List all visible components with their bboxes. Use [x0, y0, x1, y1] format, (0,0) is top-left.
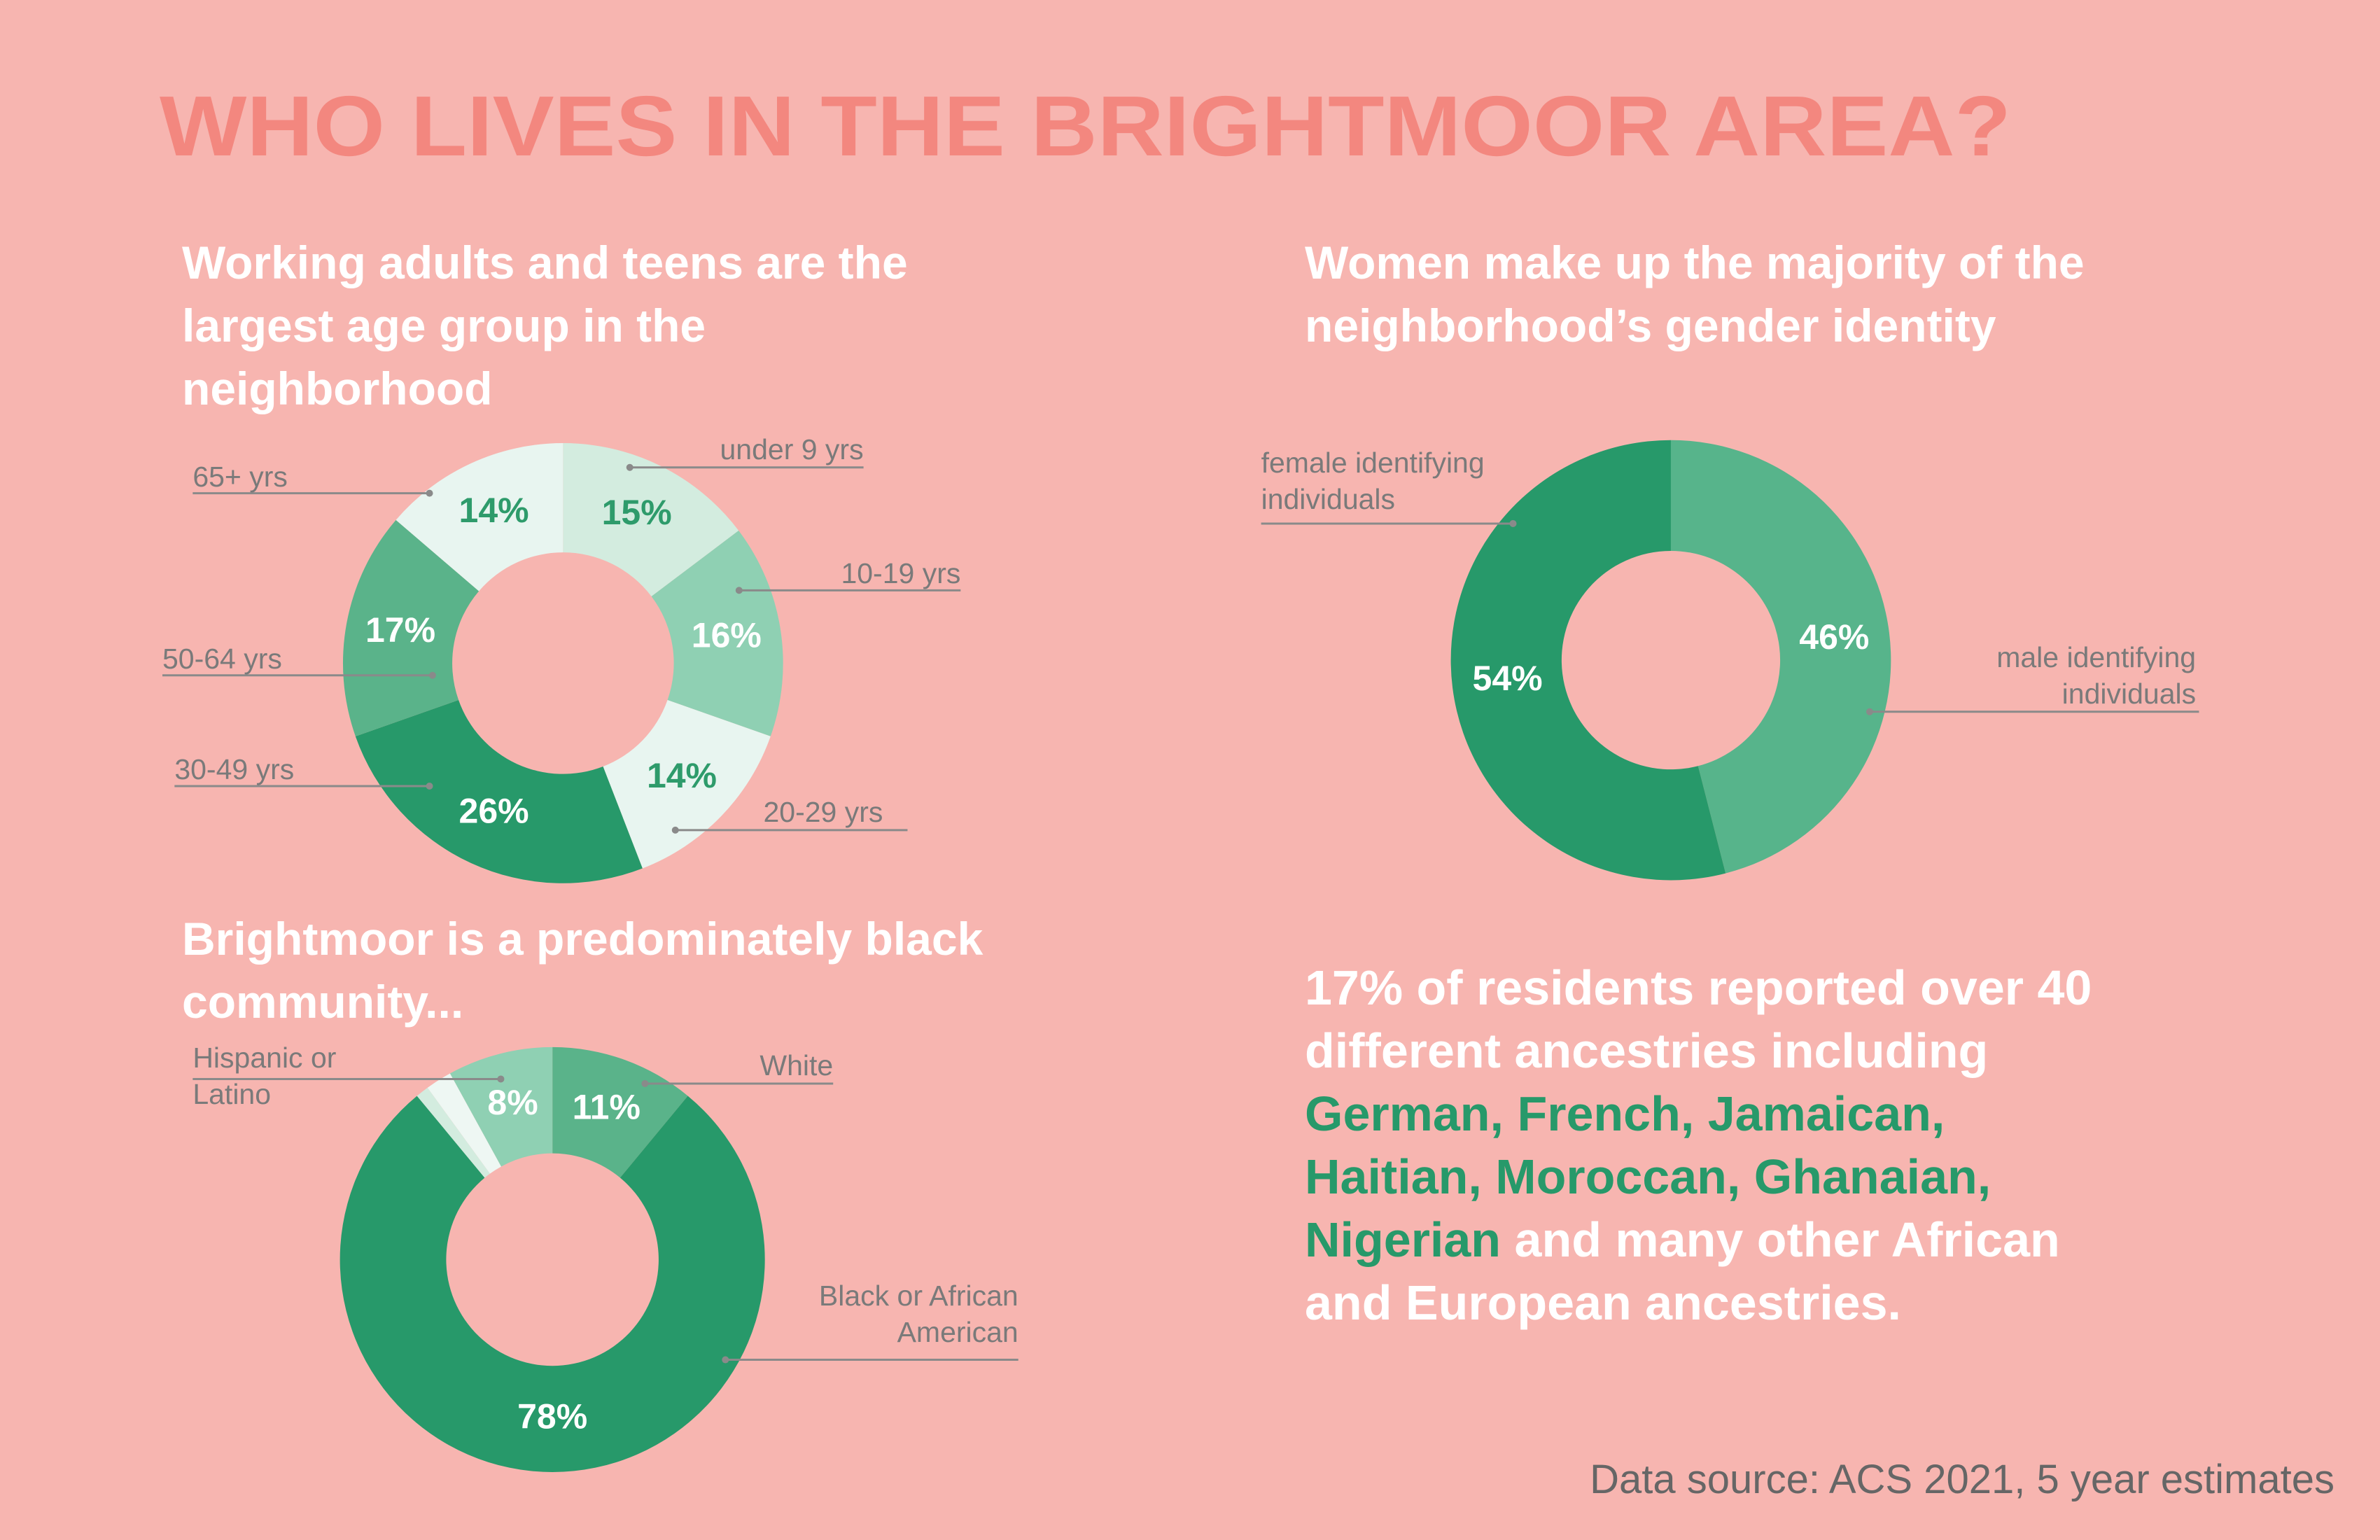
category-label: Hispanic or Latino: [192, 1042, 337, 1111]
leader-dot: [735, 587, 743, 594]
donut-slice: [651, 530, 783, 736]
value-label: 14%: [647, 756, 717, 795]
value-label: 14%: [459, 491, 529, 530]
chart-title: Working adults and teens are the largest…: [182, 237, 908, 414]
category-label: 20-29 yrs: [763, 795, 883, 828]
category-label: male identifying individuals: [1996, 640, 2197, 710]
chart-title: Women make up the majority of the neighb…: [1305, 237, 2085, 351]
value-label: 15%: [602, 493, 672, 532]
value-label: 17%: [365, 610, 435, 650]
leader-dot: [497, 1075, 505, 1083]
category-label: Black or African American: [818, 1280, 1018, 1349]
category-label: under 9 yrs: [720, 433, 864, 465]
value-label: 11%: [573, 1087, 640, 1126]
leader-dot: [626, 463, 634, 471]
ancestry-note: 17% of residents reported over 40 differ…: [1305, 956, 2096, 1334]
donut-slice: [340, 1096, 765, 1472]
donut-slice: [396, 443, 564, 592]
leader-dot: [1865, 708, 1873, 715]
category-label: 30-49 yrs: [174, 753, 295, 786]
category-label: 50-64 yrs: [162, 642, 282, 675]
data-source: Data source: ACS 2021, 5 year estimates: [1590, 1457, 2334, 1502]
donut-slice: [552, 1046, 688, 1178]
value-label: 8%: [487, 1083, 538, 1122]
donut-slice: [355, 700, 643, 883]
donut-slice: [427, 1073, 502, 1174]
donut-slice: [603, 700, 771, 869]
category-label: female identifying individuals: [1261, 447, 1485, 516]
note-text: and many other African and European ance…: [1305, 1212, 2060, 1330]
value-label: 78%: [517, 1396, 587, 1436]
page-title: WHO LIVES IN THE BRIGHTMOOR AREA?: [160, 78, 2011, 174]
note-text: 17% of residents reported over 40 differ…: [1305, 960, 2092, 1078]
leader-dot: [671, 826, 679, 834]
leader-dot: [1509, 519, 1517, 527]
donut-slice: [1450, 440, 1726, 881]
donut-slice: [449, 1046, 553, 1167]
leader-dot: [428, 671, 436, 679]
donut-slice: [416, 1087, 490, 1178]
category-label: 10-19 yrs: [841, 557, 961, 590]
value-label: 46%: [1799, 617, 1869, 657]
leader-dot: [426, 489, 433, 497]
chart-title: Brightmoor is a predominately black comm…: [182, 913, 983, 1028]
value-label: 16%: [692, 615, 762, 654]
note-highlight: German, French, Jamaican, Haitian, Moroc…: [1305, 1086, 1991, 1267]
donut-slice: [342, 519, 479, 736]
leader-dot: [722, 1356, 729, 1364]
leader-dot: [426, 783, 433, 790]
category-label: 65+ yrs: [192, 460, 288, 493]
value-label: 54%: [1473, 659, 1543, 698]
donut-slice: [1670, 440, 1891, 874]
leader-dot: [641, 1079, 649, 1087]
donut-slice: [563, 443, 739, 597]
value-label: 26%: [459, 791, 529, 830]
category-label: White: [760, 1049, 834, 1082]
